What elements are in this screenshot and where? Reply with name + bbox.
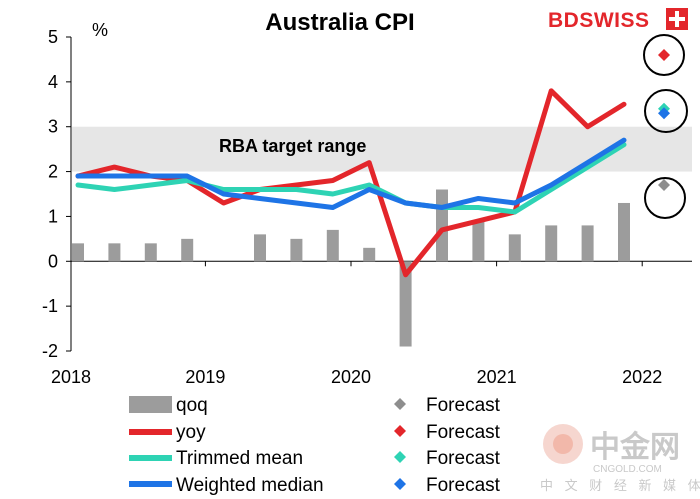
y-tick-label: 2 bbox=[48, 162, 58, 182]
forecast-markers bbox=[658, 48, 670, 192]
legend-forecast-label-trimmed-mean: Forecast bbox=[426, 448, 501, 469]
y-tick-label: 4 bbox=[48, 72, 58, 92]
legend-forecast-marker-weighted-median bbox=[394, 478, 406, 490]
forecast-circle-yoy bbox=[643, 34, 685, 76]
brand-flag-icon bbox=[666, 8, 688, 30]
legend: qoq yoy Trimmed mean Weighted median For… bbox=[129, 395, 501, 496]
x-ticks: 2018 2019 2020 2021 2022 bbox=[51, 261, 662, 387]
watermark-url: CNGOLD.COM bbox=[593, 464, 662, 475]
legend-label-weighted-median: Weighted median bbox=[176, 475, 324, 496]
watermark: 中金网 CNGOLD.COM 中 文 财 经 新 媒 体 bbox=[540, 424, 700, 493]
y-tick-label: 0 bbox=[48, 251, 58, 271]
qoq-bar bbox=[144, 243, 157, 262]
qoq-bar bbox=[618, 202, 630, 262]
qoq-bar bbox=[472, 220, 485, 262]
x-tick-label: 2021 bbox=[477, 367, 517, 387]
qoq-bar bbox=[254, 234, 266, 262]
qoq-bar bbox=[326, 229, 339, 262]
watermark-tagline: 中 文 财 经 新 媒 体 bbox=[540, 478, 700, 493]
legend-forecast-label-weighted-median: Forecast bbox=[426, 475, 501, 496]
y-tick-label: 5 bbox=[48, 27, 58, 47]
qoq-bar bbox=[399, 261, 412, 347]
watermark-name: 中金网 bbox=[590, 430, 680, 464]
x-tick-label: 2018 bbox=[51, 367, 91, 387]
forecast-marker-yoy bbox=[658, 48, 670, 61]
x-tick-label: 2019 bbox=[185, 367, 225, 387]
legend-swatch-qoq bbox=[129, 396, 172, 413]
trimmed-mean-line bbox=[75, 142, 627, 215]
forecast-circles bbox=[643, 34, 688, 219]
qoq-bar bbox=[181, 238, 194, 262]
legend-forecast-marker-qoq bbox=[394, 398, 406, 410]
series-lines bbox=[75, 88, 627, 278]
qoq-bar bbox=[290, 238, 303, 262]
legend-label-trimmed-mean: Trimmed mean bbox=[176, 448, 303, 469]
rba-target-label: RBA target range bbox=[219, 136, 366, 156]
forecast-circle-qoq bbox=[644, 177, 686, 219]
legend-forecast-marker-yoy bbox=[394, 425, 406, 437]
forecast-marker-weighted-median bbox=[658, 107, 670, 120]
y-tick-label: 1 bbox=[48, 206, 58, 226]
brand-logo: BDSWISS bbox=[548, 9, 650, 32]
legend-label-qoq: qoq bbox=[176, 395, 208, 416]
y-tick-label: -2 bbox=[42, 341, 58, 361]
rba-target-band bbox=[72, 126, 692, 172]
qoq-bar bbox=[545, 225, 558, 262]
x-tick-label: 2020 bbox=[331, 367, 371, 387]
forecast-marker-qoq bbox=[658, 179, 670, 192]
y-axis-unit: % bbox=[92, 20, 108, 40]
qoq-bar bbox=[508, 234, 521, 262]
y-ticks: -2 -1 0 1 2 3 4 5 bbox=[42, 27, 71, 361]
legend-forecast-label-yoy: Forecast bbox=[426, 422, 501, 443]
y-tick-label: -1 bbox=[42, 296, 58, 316]
chart-title: Australia CPI bbox=[265, 9, 414, 36]
y-tick-label: 3 bbox=[48, 117, 58, 137]
x-tick-label: 2022 bbox=[622, 367, 662, 387]
qoq-bar bbox=[108, 243, 121, 262]
legend-forecast-marker-trimmed-mean bbox=[394, 451, 406, 463]
qoq-bar bbox=[436, 189, 448, 262]
forecast-circle-core bbox=[644, 89, 688, 133]
qoq-bar bbox=[581, 225, 594, 262]
legend-label-yoy: yoy bbox=[176, 422, 206, 443]
qoq-bar bbox=[72, 243, 84, 262]
legend-forecast-label-qoq: Forecast bbox=[426, 395, 501, 416]
weighted-median-line bbox=[75, 137, 627, 210]
qoq-bars bbox=[72, 189, 630, 347]
qoq-bar bbox=[363, 247, 376, 262]
